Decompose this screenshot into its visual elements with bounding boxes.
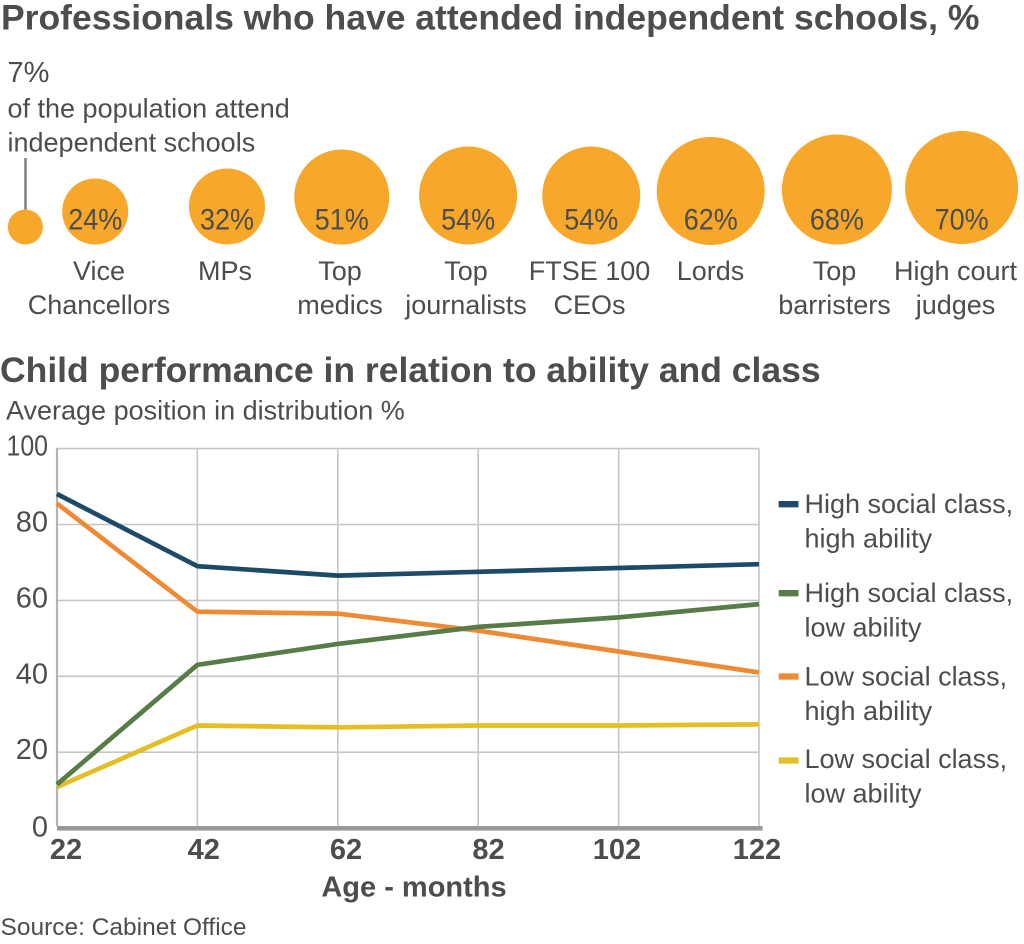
svg-text:Average position in distributi: Average position in distribution % xyxy=(6,396,405,426)
svg-text:Chancellors: Chancellors xyxy=(28,290,171,320)
svg-text:62%: 62% xyxy=(684,204,738,237)
svg-text:62: 62 xyxy=(330,834,362,866)
svg-text:MPs: MPs xyxy=(198,256,252,286)
svg-text:7%: 7% xyxy=(8,57,50,89)
svg-text:High social class,: High social class, xyxy=(805,578,1014,608)
svg-text:122: 122 xyxy=(733,834,781,866)
svg-text:Vice: Vice xyxy=(73,256,125,286)
svg-text:100: 100 xyxy=(7,431,49,463)
svg-text:journalists: journalists xyxy=(404,290,527,320)
svg-text:Top: Top xyxy=(318,256,362,286)
svg-text:Lords: Lords xyxy=(677,256,745,286)
svg-text:medics: medics xyxy=(297,290,383,320)
svg-text:Source: Cabinet Office: Source: Cabinet Office xyxy=(1,914,247,941)
svg-text:high ability: high ability xyxy=(805,524,933,554)
svg-text:82: 82 xyxy=(472,834,504,866)
svg-text:80: 80 xyxy=(16,507,48,539)
svg-text:0: 0 xyxy=(32,812,48,844)
svg-text:54%: 54% xyxy=(564,204,618,237)
svg-text:High court: High court xyxy=(894,256,1018,286)
svg-text:High social class,: High social class, xyxy=(805,489,1014,519)
svg-text:102: 102 xyxy=(593,834,641,866)
svg-text:Low social class,: Low social class, xyxy=(805,744,1008,774)
svg-text:Low social class,: Low social class, xyxy=(805,662,1008,692)
svg-text:24%: 24% xyxy=(68,204,122,237)
svg-text:independent schools: independent schools xyxy=(8,128,256,158)
svg-text:40: 40 xyxy=(16,658,48,690)
svg-text:high ability: high ability xyxy=(805,696,933,726)
svg-text:42: 42 xyxy=(188,834,220,866)
svg-text:Top: Top xyxy=(813,256,857,286)
svg-text:FTSE 100: FTSE 100 xyxy=(529,256,651,286)
svg-text:32%: 32% xyxy=(200,204,254,237)
svg-text:68%: 68% xyxy=(810,204,864,237)
svg-text:Age - months: Age - months xyxy=(321,872,506,904)
svg-text:20: 20 xyxy=(16,734,48,766)
svg-text:22: 22 xyxy=(50,834,82,866)
svg-text:judges: judges xyxy=(915,290,996,320)
svg-text:CEOs: CEOs xyxy=(553,290,625,320)
svg-text:Professionals who have attende: Professionals who have attended independ… xyxy=(1,0,979,38)
svg-text:Top: Top xyxy=(444,256,488,286)
svg-text:60: 60 xyxy=(16,582,48,614)
svg-text:54%: 54% xyxy=(441,204,495,237)
svg-text:51%: 51% xyxy=(315,204,369,237)
svg-text:low ability: low ability xyxy=(805,779,923,809)
svg-text:barristers: barristers xyxy=(778,290,891,320)
svg-text:of the population attend: of the population attend xyxy=(8,94,290,124)
svg-text:70%: 70% xyxy=(935,204,989,237)
svg-text:Child performance in relation: Child performance in relation to ability… xyxy=(0,350,821,390)
svg-text:low ability: low ability xyxy=(805,613,923,643)
